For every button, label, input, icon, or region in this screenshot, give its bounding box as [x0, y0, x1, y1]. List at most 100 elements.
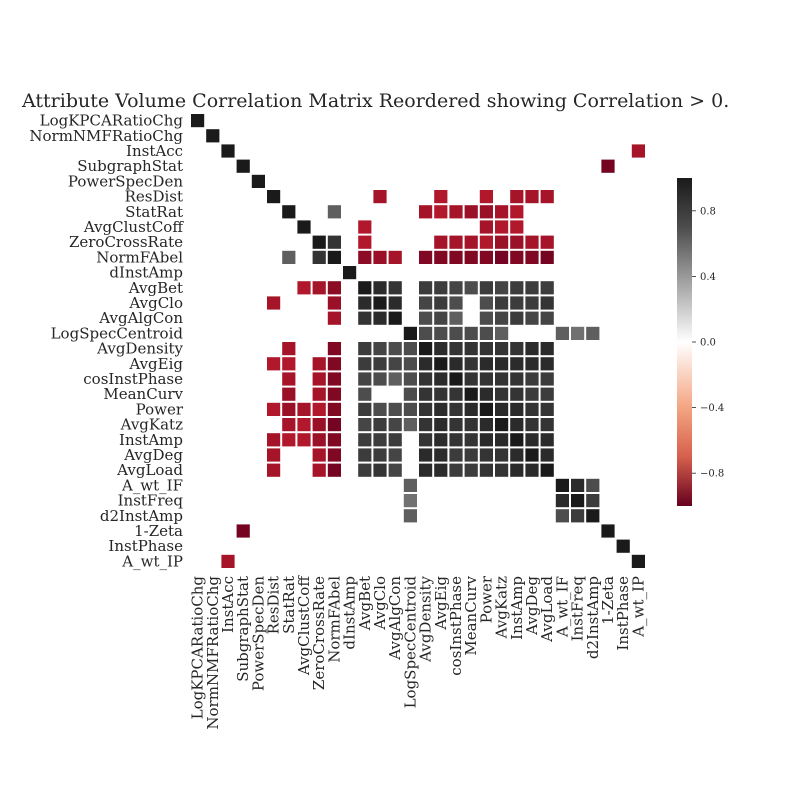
heatmap-cell: [327, 418, 341, 432]
heatmap-cell: [358, 402, 372, 416]
heatmap-cell: [282, 387, 296, 401]
heatmap-cell: [449, 433, 463, 447]
heatmap-cell: [434, 387, 448, 401]
x-tick-label: AvgEig: [432, 576, 450, 631]
heatmap-cell: [525, 357, 539, 371]
y-tick-label: AvgAlgCon: [98, 309, 183, 327]
x-tick-label: InstFreq: [569, 576, 587, 642]
heatmap-cell: [419, 448, 433, 462]
heatmap-cell: [312, 433, 326, 447]
heatmap-cell: [479, 418, 493, 432]
y-tick-label: InstPhase: [108, 537, 183, 555]
colorbar-tick-label: 0.8: [700, 206, 716, 217]
heatmap-cell: [510, 372, 524, 386]
y-tick-label: ZeroCrossRate: [69, 233, 183, 251]
heatmap-cell: [510, 387, 524, 401]
heatmap-cell: [358, 220, 372, 234]
heatmap-cell: [388, 250, 402, 264]
heatmap-cells: [191, 114, 645, 568]
heatmap-cell: [540, 190, 554, 204]
heatmap-cell: [373, 448, 387, 462]
heatmap-cell: [434, 372, 448, 386]
heatmap-cell: [586, 494, 600, 508]
heatmap-cell: [358, 250, 372, 264]
heatmap-cell: [358, 433, 372, 447]
x-tick-label: AvgClustCoff: [295, 575, 313, 676]
heatmap-cell: [555, 494, 569, 508]
heatmap-cell: [464, 235, 478, 249]
heatmap-cell: [479, 448, 493, 462]
heatmap-cell: [540, 448, 554, 462]
y-tick-label: InstAmp: [119, 431, 183, 449]
heatmap-cell: [312, 372, 326, 386]
x-tick-label: MeanCurv: [462, 575, 480, 655]
heatmap-cell: [495, 418, 509, 432]
heatmap-cell: [251, 174, 265, 188]
heatmap-cell: [510, 448, 524, 462]
heatmap-cell: [282, 372, 296, 386]
heatmap-cell: [479, 357, 493, 371]
heatmap-cell: [267, 448, 281, 462]
x-tick-label: NormFAbel: [325, 576, 343, 663]
heatmap-cell: [282, 205, 296, 219]
heatmap-cell: [540, 372, 554, 386]
heatmap-cell: [419, 342, 433, 356]
heatmap-cell: [495, 296, 509, 310]
heatmap-cell: [449, 311, 463, 325]
heatmap-cell: [479, 296, 493, 310]
heatmap-cell: [540, 463, 554, 477]
heatmap-cell: [419, 418, 433, 432]
heatmap-cell: [419, 402, 433, 416]
heatmap-cell: [601, 159, 615, 173]
heatmap-cell: [449, 463, 463, 477]
heatmap-cell: [388, 463, 402, 477]
heatmap-cell: [327, 311, 341, 325]
heatmap-cell: [327, 342, 341, 356]
heatmap-cell: [540, 281, 554, 295]
heatmap-cell: [571, 478, 585, 492]
heatmap-cell: [373, 281, 387, 295]
heatmap-cell: [495, 342, 509, 356]
heatmap-cell: [495, 235, 509, 249]
x-tick-label: AvgDeg: [523, 576, 541, 636]
y-tick-labels: LogKPCARatioChgNormNMFRatioChgInstAccSub…: [29, 112, 184, 571]
y-tick-label: SubgraphStat: [77, 157, 183, 175]
heatmap-cell: [343, 266, 357, 280]
heatmap-cell: [434, 342, 448, 356]
heatmap-cell: [495, 281, 509, 295]
x-tick-label: AvgKatz: [493, 576, 511, 639]
heatmap-cell: [282, 357, 296, 371]
heatmap-cell: [267, 357, 281, 371]
heatmap-cell: [525, 448, 539, 462]
heatmap-cell: [282, 418, 296, 432]
x-tick-label: AvgClo: [371, 576, 389, 631]
heatmap-cell: [495, 326, 509, 340]
heatmap-cell: [434, 205, 448, 219]
y-tick-label: AvgClustCoff: [83, 218, 184, 236]
x-tick-label: AvgDensity: [417, 575, 435, 662]
heatmap-cell: [403, 387, 417, 401]
heatmap-cell: [373, 433, 387, 447]
heatmap-cell: [358, 281, 372, 295]
heatmap-cell: [388, 433, 402, 447]
heatmap-cell: [312, 387, 326, 401]
heatmap-cell: [358, 418, 372, 432]
heatmap-cell: [540, 357, 554, 371]
heatmap-cell: [540, 235, 554, 249]
heatmap-cell: [525, 418, 539, 432]
heatmap-cell: [327, 296, 341, 310]
heatmap-cell: [297, 220, 311, 234]
heatmap-cell: [358, 342, 372, 356]
heatmap-cell: [434, 250, 448, 264]
y-tick-label: A_wt_IP: [121, 552, 183, 570]
heatmap-cell: [525, 281, 539, 295]
y-tick-label: AvgEig: [128, 355, 183, 373]
x-tick-label: ZeroCrossRate: [310, 576, 328, 690]
heatmap-cell: [495, 220, 509, 234]
heatmap-cell: [434, 463, 448, 477]
heatmap-cell: [434, 433, 448, 447]
heatmap-cell: [282, 342, 296, 356]
heatmap-cell: [434, 418, 448, 432]
heatmap-cell: [358, 448, 372, 462]
heatmap-cell: [327, 448, 341, 462]
